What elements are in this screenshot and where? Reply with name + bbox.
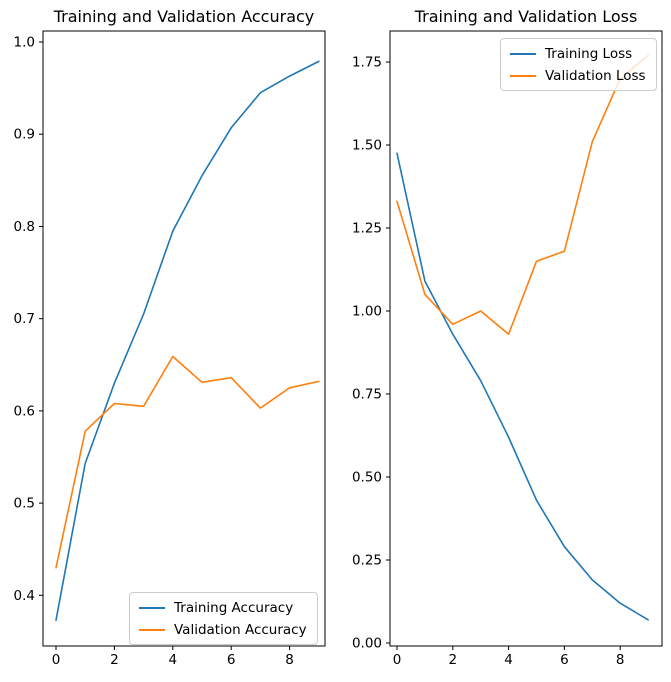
y-tick-label: 1.00 bbox=[352, 304, 382, 320]
legend-item-validation-accuracy: Validation Accuracy bbox=[139, 619, 307, 640]
y-tick-label: 0.4 bbox=[14, 588, 35, 604]
x-tick-label: 6 bbox=[227, 652, 236, 668]
validation-accuracy-line-swatch bbox=[139, 628, 165, 631]
training-accuracy-line-swatch bbox=[139, 606, 165, 609]
validation-accuracy-line bbox=[55, 355, 320, 569]
x-tick-label: 8 bbox=[616, 652, 625, 668]
legend-item-training-loss: Training Loss bbox=[510, 43, 646, 64]
legend-item-training-accuracy: Training Accuracy bbox=[139, 597, 307, 618]
legend-loss: Training Loss Validation Loss bbox=[500, 38, 657, 91]
validation-loss-line-swatch bbox=[510, 74, 536, 77]
axes-frame bbox=[389, 30, 663, 647]
y-tick-label: 0.8 bbox=[14, 219, 35, 235]
axes-frame bbox=[42, 30, 326, 647]
training-accuracy-line bbox=[55, 60, 320, 622]
x-tick-label: 0 bbox=[393, 652, 402, 668]
x-tick-label: 2 bbox=[110, 652, 119, 668]
chart-title-accuracy: Training and Validation Accuracy bbox=[53, 7, 315, 26]
legend-item-validation-loss: Validation Loss bbox=[510, 65, 646, 86]
legend-label-training-accuracy: Training Accuracy bbox=[174, 599, 294, 616]
legend-label-training-loss: Training Loss bbox=[545, 45, 633, 62]
x-tick-label: 2 bbox=[449, 652, 458, 668]
legend-label-validation-accuracy: Validation Accuracy bbox=[174, 621, 307, 638]
y-tick-label: 1.0 bbox=[14, 35, 35, 51]
y-tick-label: 1.50 bbox=[352, 138, 382, 154]
validation-loss-line bbox=[396, 54, 649, 336]
chart-title-loss: Training and Validation Loss bbox=[414, 7, 638, 26]
y-tick-label: 0.9 bbox=[14, 127, 35, 143]
y-tick-label: 0.50 bbox=[352, 470, 382, 486]
y-tick-label: 0.5 bbox=[14, 496, 35, 512]
legend-label-validation-loss: Validation Loss bbox=[545, 67, 646, 84]
y-tick-label: 1.75 bbox=[352, 55, 382, 71]
legend-accuracy: Training Accuracy Validation Accuracy bbox=[129, 592, 318, 645]
y-tick-label: 0.25 bbox=[352, 553, 382, 569]
y-tick-label: 1.25 bbox=[352, 221, 382, 237]
x-tick-label: 8 bbox=[285, 652, 294, 668]
training-loss-line-swatch bbox=[510, 52, 536, 55]
y-tick-label: 0.75 bbox=[352, 387, 382, 403]
y-tick-label: 0.6 bbox=[14, 403, 35, 419]
y-tick-label: 0.00 bbox=[352, 636, 382, 652]
x-tick-label: 6 bbox=[560, 652, 569, 668]
y-tick-label: 0.7 bbox=[14, 311, 35, 327]
x-tick-label: 0 bbox=[52, 652, 61, 668]
training-loss-line bbox=[396, 152, 649, 621]
x-tick-label: 4 bbox=[504, 652, 513, 668]
x-tick-label: 4 bbox=[169, 652, 178, 668]
